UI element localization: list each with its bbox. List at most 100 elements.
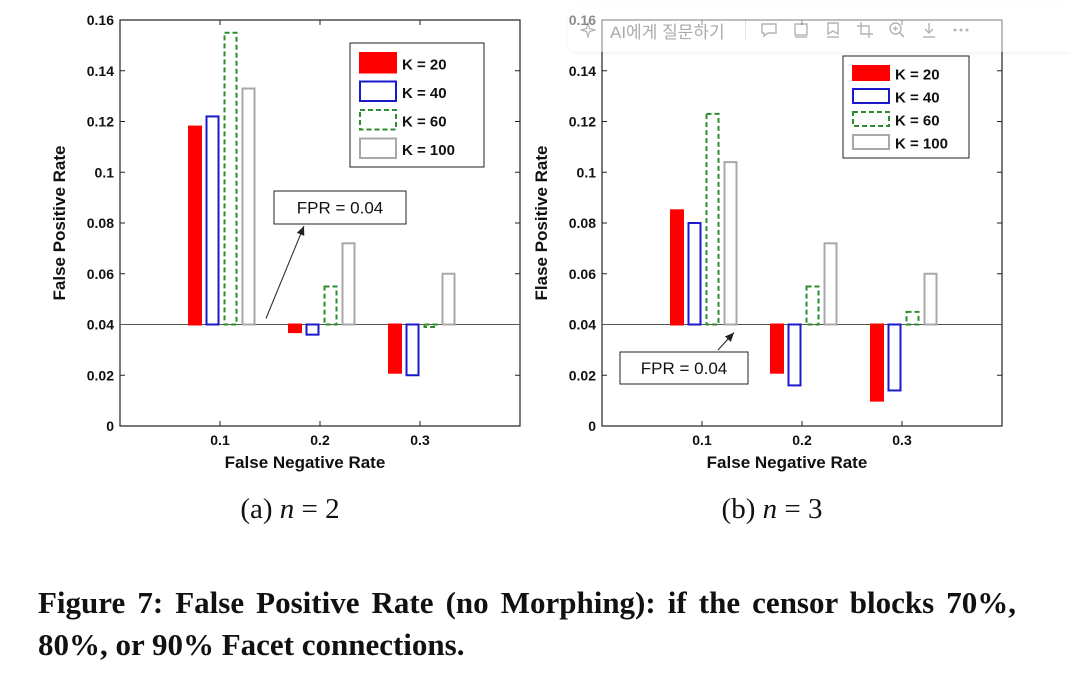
x-tick-label: 0.3: [892, 432, 912, 448]
annotation: FPR = 0.04: [265, 190, 407, 319]
bar-k60-0.3: [423, 323, 438, 329]
chart-panel-b: 00.020.040.060.080.10.120.140.160.10.20.…: [532, 12, 1003, 525]
legend-swatch: [359, 52, 397, 74]
legend-swatch: [359, 109, 397, 131]
sparkle-icon[interactable]: [580, 22, 596, 38]
panel-icon[interactable]: [792, 21, 810, 39]
bar-k40-0.1: [205, 115, 220, 326]
comment-icon[interactable]: [760, 21, 778, 39]
bar-k100-0.3: [923, 272, 938, 326]
y-tick-label: 0.08: [569, 215, 596, 231]
legend-label: K = 20: [402, 56, 447, 73]
annotation-box: [273, 190, 407, 225]
chart-panel-a: 0 0.02 0.04 0.06 0.08 0.1 0.12 0.14 0.16 0.1 0.2 0.…: [50, 12, 521, 525]
subcaption-part: 3: [808, 493, 823, 525]
subcaption-part: =: [777, 493, 808, 525]
subcaption-part: (b): [722, 493, 763, 525]
legend-swatch: [852, 134, 890, 150]
bar-k40-0.3: [887, 323, 902, 392]
y-tick-label: 0.14: [87, 63, 114, 79]
y-tick-label: 0.04: [569, 317, 596, 333]
y-axis-label: Flase Positive Rate: [532, 146, 551, 301]
y-tick-label: 0: [588, 418, 596, 434]
y-tick-label: 0.1: [95, 164, 115, 180]
bar-k60-0.1: [705, 112, 720, 326]
bar-k60-0.2: [323, 285, 338, 326]
x-axis-label: False Negative Rate: [707, 453, 868, 472]
subcaption-part: 2: [325, 493, 340, 525]
y-tick-label: 0.16: [87, 12, 114, 28]
bar-k100-0.1: [241, 87, 256, 326]
x-tick-label: 0.2: [310, 432, 330, 448]
y-tick-label: 0.1: [577, 164, 597, 180]
more-icon[interactable]: [952, 21, 970, 39]
y-tick-label: 0.06: [87, 266, 114, 282]
bar-k100-0.1: [723, 161, 738, 326]
legend-label: K = 40: [402, 85, 447, 102]
toolbar-divider: [744, 20, 746, 40]
legend: K = 20 K = 40 K = 60 K = 100: [349, 42, 485, 168]
legend-label: K = 60: [402, 113, 447, 130]
subcaption-part: (a): [240, 493, 279, 525]
y-axis-label: False Positive Rate: [50, 146, 69, 301]
download-icon[interactable]: [920, 21, 938, 39]
legend-label: K = 100: [402, 142, 455, 159]
bar-k20-0.2: [770, 323, 784, 374]
bar-k60-0.1: [223, 31, 238, 326]
bar-k60-0.3: [905, 310, 920, 326]
bar-k40-0.3: [405, 323, 420, 377]
legend-swatch: [359, 137, 397, 159]
bar-k40-0.1: [687, 222, 702, 326]
subcaption-part: n: [763, 493, 778, 525]
x-tick-label: 0.2: [792, 432, 812, 448]
y-tick-label: 0.12: [87, 114, 114, 130]
subcaption-part: =: [294, 493, 325, 525]
crop-icon[interactable]: [856, 21, 874, 39]
ask-ai-button[interactable]: AI에게 질문하기: [610, 22, 725, 42]
y-tick-label: 0.02: [87, 367, 114, 383]
legend-swatch: [852, 88, 890, 104]
bar-k60-0.2: [805, 285, 820, 326]
bookmark-icon[interactable]: [824, 21, 842, 39]
bar-k100-0.2: [823, 242, 838, 326]
y-tick-label: 0.06: [569, 266, 596, 282]
x-axis-label: False Negative Rate: [225, 453, 386, 472]
bar-k20-0.3: [870, 323, 884, 402]
x-tick-label: 0.3: [410, 432, 430, 448]
bar-k20-0.1: [670, 209, 684, 326]
x-tick-label: 0.1: [210, 432, 230, 448]
legend-swatch: [852, 111, 890, 127]
bar-k20-0.3: [388, 323, 402, 374]
ai-toolbar: AI에게 질문하기: [568, 8, 1071, 52]
legend-swatch: [359, 80, 397, 102]
annotation-arrowhead: [296, 226, 305, 236]
annotation-arrowhead: [724, 332, 734, 342]
subcaption-part: n: [280, 493, 295, 525]
y-tick-label: 0.12: [569, 114, 596, 130]
y-tick-label: 0: [106, 418, 114, 434]
legend-label: K = 20: [895, 67, 940, 84]
y-tick-label: 0.14: [569, 63, 596, 79]
figure-caption: Figure 7: False Positive Rate (no Morphi…: [38, 585, 1016, 662]
annotation-arrow: [265, 225, 305, 319]
bar-k100-0.2: [341, 242, 356, 326]
legend-swatch: [852, 65, 890, 81]
y-tick-label: 0.02: [569, 367, 596, 383]
annotation-box: [619, 351, 749, 385]
subcaption: (b) n = 3: [722, 493, 823, 525]
bar-k40-0.2: [787, 323, 802, 387]
x-tick-label: 0.1: [692, 432, 712, 448]
bar-k20-0.2: [288, 323, 302, 334]
annotation-label: FPR = 0.04: [297, 199, 383, 218]
legend-label: K = 60: [895, 113, 940, 130]
legend-label: K = 100: [895, 136, 948, 153]
zoom-in-icon[interactable]: [888, 21, 906, 39]
bar-k20-0.1: [188, 125, 202, 326]
subcaption: (a) n = 2: [240, 493, 339, 525]
y-tick-label: 0.04: [87, 317, 114, 333]
annotation-label: FPR = 0.04: [641, 359, 727, 378]
annotation: FPR = 0.04: [619, 332, 749, 385]
legend: K = 20 K = 40 K = 60 K = 100: [842, 55, 970, 159]
legend-label: K = 40: [895, 90, 940, 107]
